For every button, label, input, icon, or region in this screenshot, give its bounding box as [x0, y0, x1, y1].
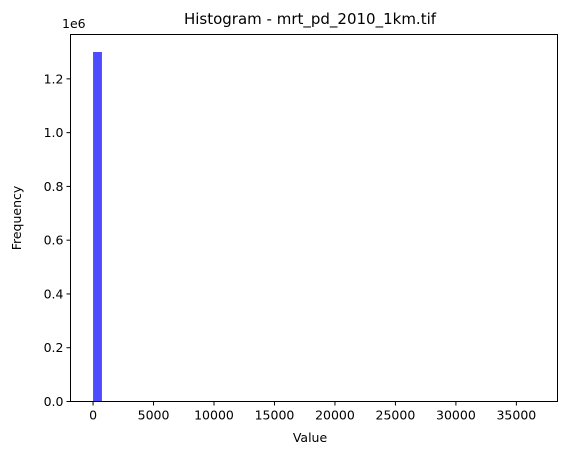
y-tick-label: 0.0 — [44, 394, 64, 409]
x-tick-label: 10000 — [194, 408, 234, 423]
y-tick-label: 0.6 — [44, 233, 64, 248]
y-tick-label: 0.4 — [44, 286, 64, 301]
bars-group — [93, 51, 102, 402]
x-axis-ticks: 0 5000 10000 15000 20000 25000 30000 35000 — [89, 401, 536, 423]
x-tick-label: 30000 — [436, 408, 476, 423]
x-tick-label: 5000 — [138, 408, 170, 423]
y-axis-ticks: 0.0 0.2 0.4 0.6 0.8 1.0 1.2 — [44, 71, 71, 409]
y-tick-label: 0.2 — [44, 340, 64, 355]
x-tick-label: 20000 — [315, 408, 355, 423]
y-offset-label: 1e6 — [62, 16, 86, 31]
x-tick-label: 35000 — [496, 408, 536, 423]
histogram-bar — [93, 51, 102, 402]
chart-title: Histogram - mrt_pd_2010_1km.tif — [184, 10, 437, 29]
y-tick-label: 0.8 — [44, 179, 64, 194]
y-tick-label: 1.0 — [44, 125, 64, 140]
y-axis-label: Frequency — [9, 185, 24, 250]
x-tick-label: 0 — [89, 408, 97, 423]
x-tick-label: 25000 — [376, 408, 416, 423]
x-tick-label: 15000 — [255, 408, 295, 423]
x-axis-label: Value — [293, 430, 328, 445]
y-tick-label: 1.2 — [44, 71, 64, 86]
plot-frame — [70, 34, 558, 402]
